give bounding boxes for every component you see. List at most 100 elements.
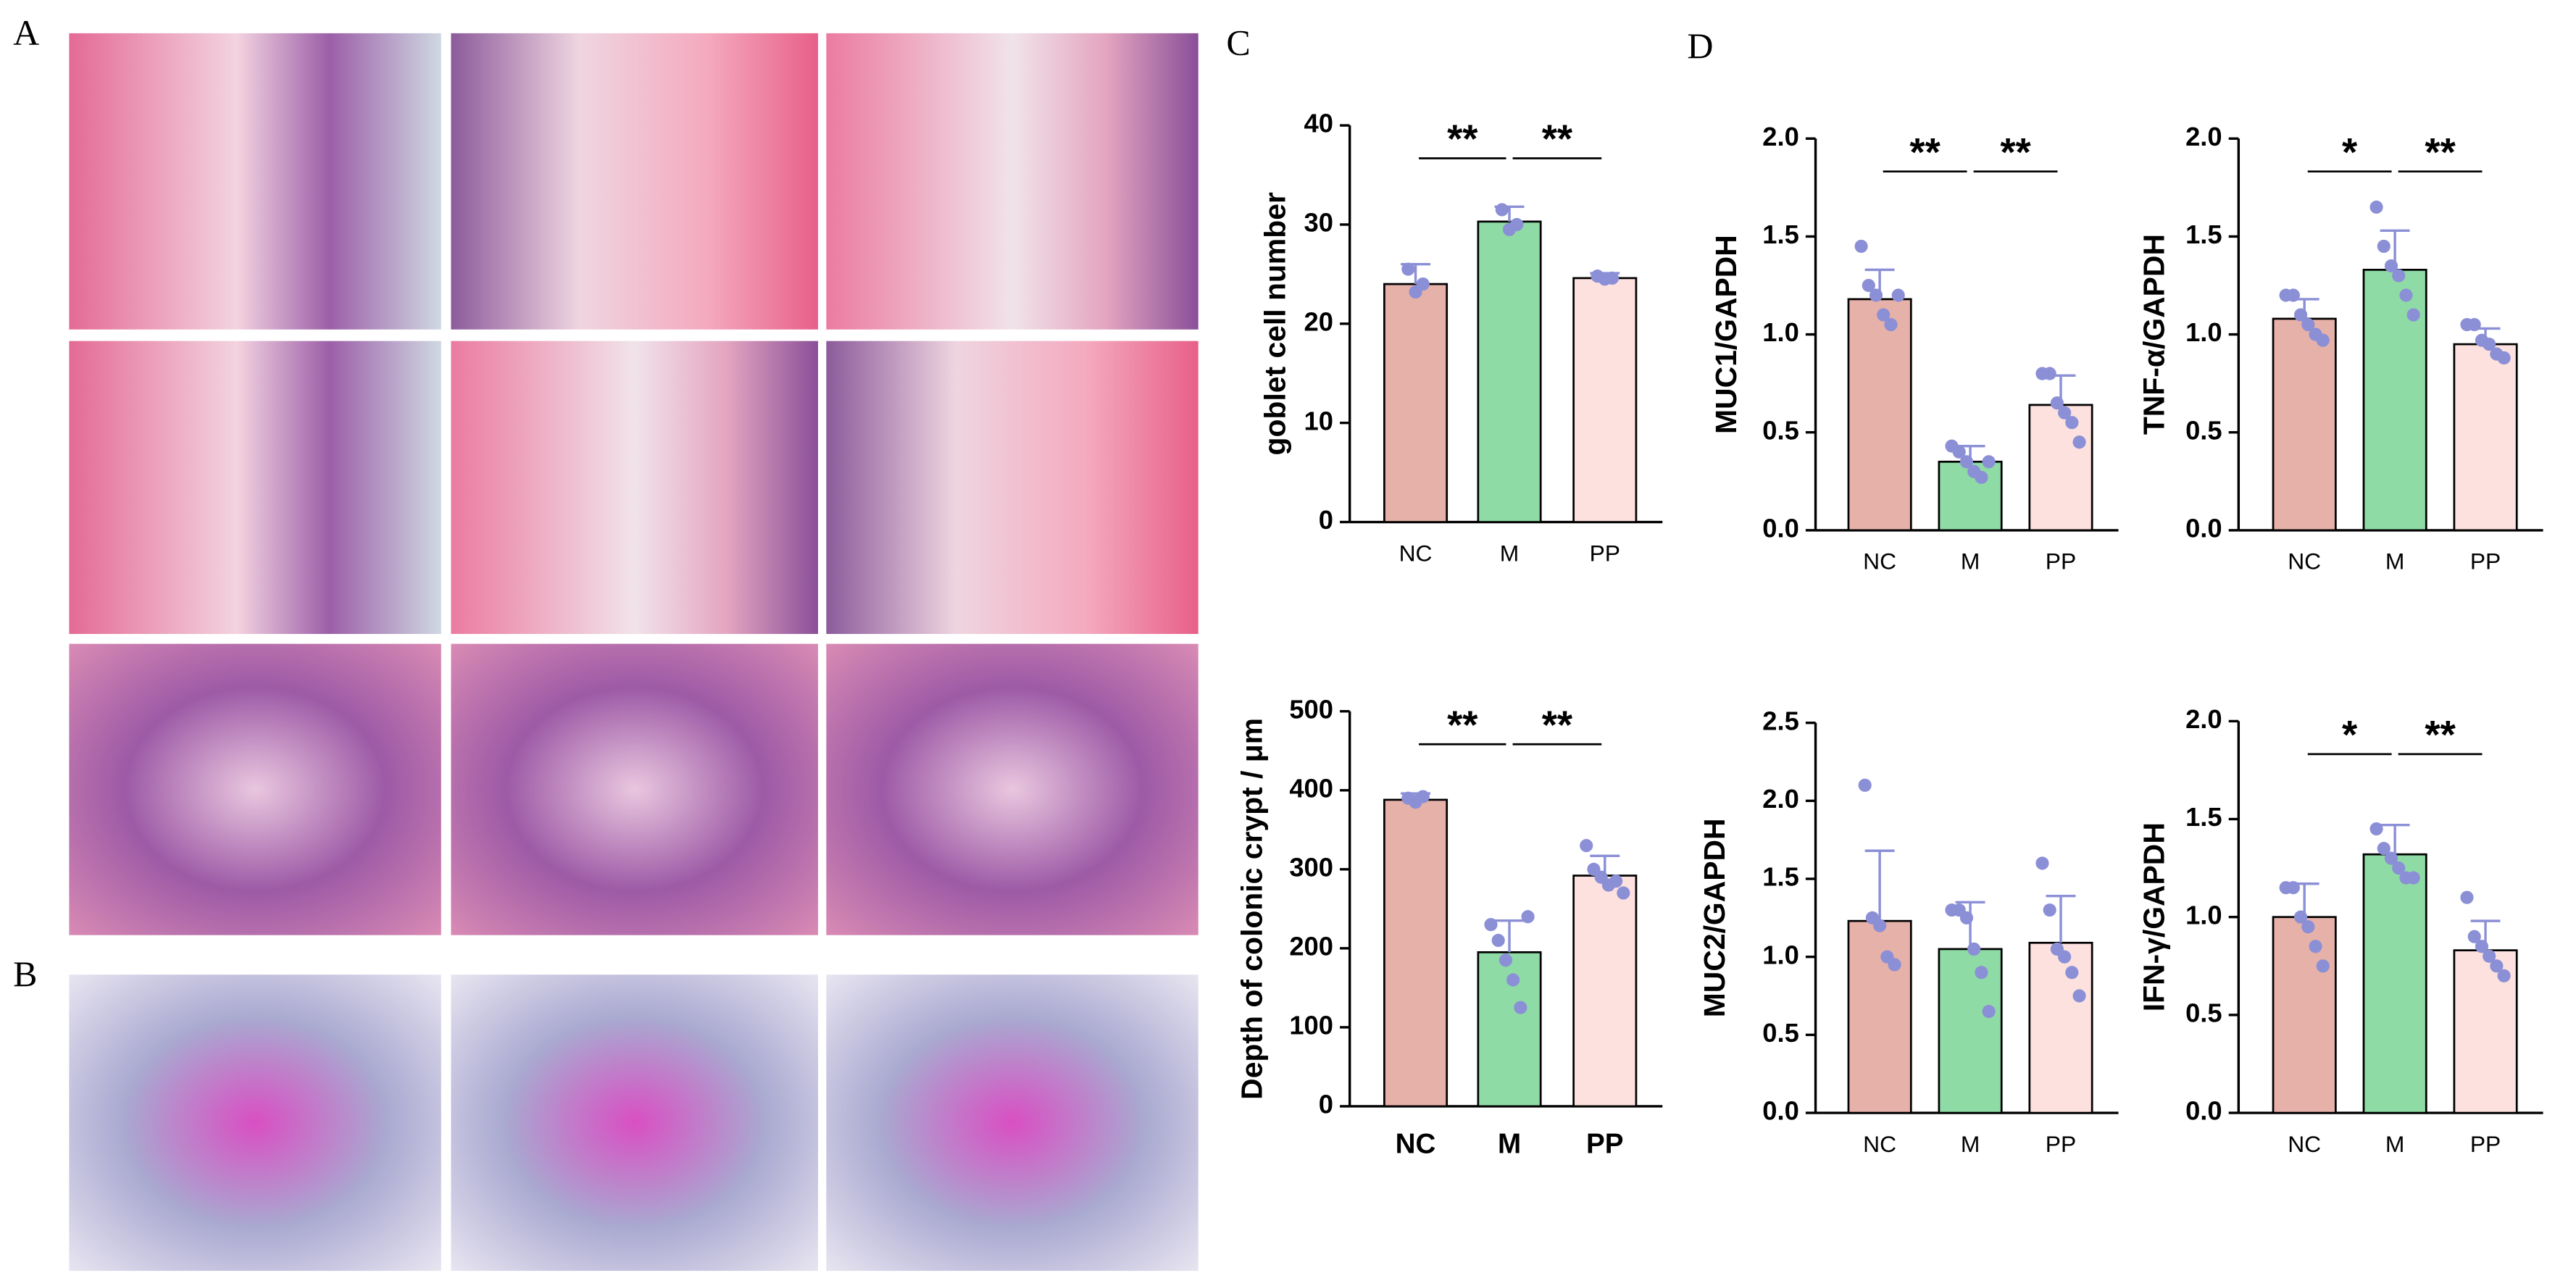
bar <box>1383 283 1449 523</box>
y-tick-label: 2.5 <box>1762 706 1799 735</box>
micrograph <box>826 643 1199 935</box>
bar <box>1477 220 1542 523</box>
data-point <box>2043 903 2056 917</box>
data-point <box>1510 217 1524 232</box>
data-point <box>2483 949 2496 963</box>
x-tick-label: NC <box>2288 1131 2321 1157</box>
x-tick-label: PP <box>2470 548 2501 575</box>
x-tick-label: NC <box>2288 548 2321 575</box>
x-tick-label: PP <box>2046 1131 2076 1157</box>
data-point <box>1959 455 1974 469</box>
x-tick-label: PP <box>1590 540 1620 566</box>
data-point <box>2377 239 2390 254</box>
data-point <box>1873 919 1887 932</box>
data-point <box>2309 940 2322 953</box>
data-point <box>2497 969 2511 982</box>
micrograph <box>69 643 441 935</box>
significance-label: ** <box>2000 130 2031 174</box>
data-point <box>1877 308 1891 322</box>
x-tick-label: PP <box>2046 548 2076 575</box>
data-point <box>1967 942 1981 956</box>
data-point <box>1959 911 1974 924</box>
data-point <box>2497 351 2511 365</box>
bar <box>1572 277 1638 523</box>
x-tick-label: NC <box>1863 548 1896 575</box>
y-tick-label: 30 <box>1304 208 1333 238</box>
data-point <box>2406 308 2420 322</box>
data-point <box>2293 308 2308 322</box>
significance-label: ** <box>1909 130 1941 174</box>
y-tick-label: 10 <box>1304 406 1333 435</box>
micrograph <box>69 974 441 1272</box>
panel-label: A <box>13 12 39 53</box>
data-point <box>1499 953 1513 967</box>
bar <box>1572 874 1638 1108</box>
y-tick-label: 100 <box>1289 1011 1333 1040</box>
x-tick-label: PP <box>2470 1131 2501 1157</box>
data-point <box>1495 203 1509 217</box>
panel-label: C <box>1226 22 1250 63</box>
chart: 0.0 0.5 1.0 1.5 2.0 2.5 MUC2/GAPDH NC M PP <box>1698 706 2119 1157</box>
data-point <box>2035 856 2049 870</box>
y-tick-label: 1.0 <box>1762 317 1799 347</box>
data-point <box>2316 333 2330 347</box>
data-point <box>2377 842 2390 856</box>
bar <box>2362 269 2427 532</box>
data-point <box>2072 989 2086 1003</box>
data-point <box>2316 959 2330 973</box>
data-point <box>1854 239 1868 254</box>
data-point <box>2406 871 2420 885</box>
data-point <box>1605 271 1620 285</box>
panel-label: D <box>1687 25 1713 66</box>
y-axis-title: IFN-γ/GAPDH <box>2138 822 2171 1011</box>
data-point <box>2286 881 2300 895</box>
y-tick-label: 300 <box>1289 852 1333 882</box>
chart: 0.0 0.5 1.0 1.5 2.0 MUC1/GAPDH NC M PP ** ** <box>1709 122 2119 575</box>
y-tick-label: 500 <box>1289 694 1333 724</box>
bar <box>1847 919 1912 1114</box>
y-tick-label: 1.0 <box>2185 317 2222 347</box>
bar <box>2272 317 2337 532</box>
data-point <box>1862 278 1875 293</box>
chart: 0 100 200 300 400 500 Depth of colonic crypt /… <box>1235 694 1663 1160</box>
data-point <box>1609 874 1623 888</box>
data-point <box>1521 910 1535 924</box>
y-tick-label: 1.0 <box>2185 900 2222 930</box>
chart: 0 10 20 30 40 goblet cell number NC M PP ** ** <box>1259 109 1663 566</box>
bar <box>2272 916 2337 1114</box>
panel-label: B <box>13 953 37 994</box>
error-bar <box>2380 823 2410 855</box>
data-point <box>1514 1001 1527 1014</box>
data-point <box>1491 933 1505 948</box>
y-tick-label: 0.5 <box>2185 415 2222 445</box>
data-point <box>1869 288 1883 302</box>
data-point <box>2072 435 2086 449</box>
significance-label: * <box>2342 713 2358 757</box>
data-point <box>2065 966 2079 980</box>
y-tick-label: 1.5 <box>1762 862 1799 892</box>
y-tick-label: 200 <box>1289 931 1333 961</box>
data-point <box>2369 822 2383 836</box>
x-tick-label: M <box>1961 548 1980 575</box>
data-point <box>1952 445 1966 459</box>
bar <box>1847 298 1912 532</box>
micrograph <box>451 33 818 330</box>
data-point <box>1416 277 1430 291</box>
data-point <box>2384 851 2398 865</box>
significance-label: ** <box>1447 117 1478 161</box>
y-tick-label: 0.0 <box>1762 1096 1799 1126</box>
y-axis-title: Depth of colonic crypt / μm <box>1235 718 1269 1100</box>
micrograph <box>826 341 1199 635</box>
x-tick-label: M <box>1498 1129 1521 1160</box>
data-point <box>1975 966 1988 980</box>
data-point <box>2050 396 2064 410</box>
x-tick-label: M <box>1961 1131 1980 1157</box>
bar <box>2362 853 2427 1114</box>
x-tick-label: PP <box>1586 1129 1624 1160</box>
y-tick-label: 1.5 <box>2185 802 2222 832</box>
data-point <box>1982 1004 1996 1019</box>
data-point <box>1416 790 1430 803</box>
y-tick-label: 0.0 <box>1762 513 1799 543</box>
significance-label: ** <box>2425 713 2456 757</box>
